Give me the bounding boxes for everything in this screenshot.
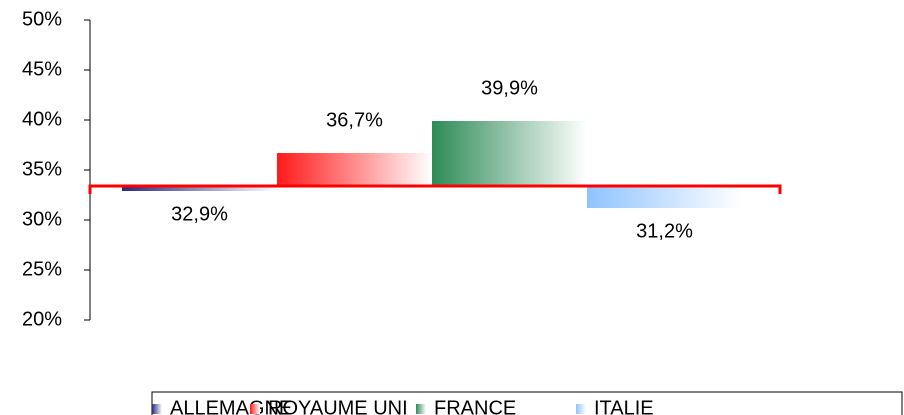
legend-label: FRANCE (434, 397, 516, 415)
legend-label: ITALIE (594, 397, 654, 415)
legend-swatch (152, 404, 162, 414)
legend-label: ROYAUME UNI (268, 397, 408, 415)
legend-swatch (576, 404, 586, 414)
legend-label: ALLEMAGNE (170, 397, 292, 415)
y-tick-label: 25% (22, 258, 62, 280)
bar (432, 121, 587, 186)
y-tick-label: 40% (22, 108, 62, 130)
data-label: 36,7% (326, 109, 383, 131)
y-tick-label: 20% (22, 308, 62, 330)
x-axis (88, 184, 782, 194)
bar (277, 153, 432, 186)
legend-swatch (416, 404, 426, 414)
bar (587, 186, 742, 208)
y-tick-label: 45% (22, 58, 62, 80)
data-label: 31,2% (636, 220, 693, 242)
y-tick-label: 35% (22, 158, 62, 180)
y-tick-label: 30% (22, 208, 62, 230)
data-label: 39,9% (481, 77, 538, 99)
data-label: 32,9% (171, 203, 228, 225)
bar (122, 186, 277, 191)
y-tick-label: 50% (22, 8, 62, 30)
legend-swatch (250, 404, 260, 414)
